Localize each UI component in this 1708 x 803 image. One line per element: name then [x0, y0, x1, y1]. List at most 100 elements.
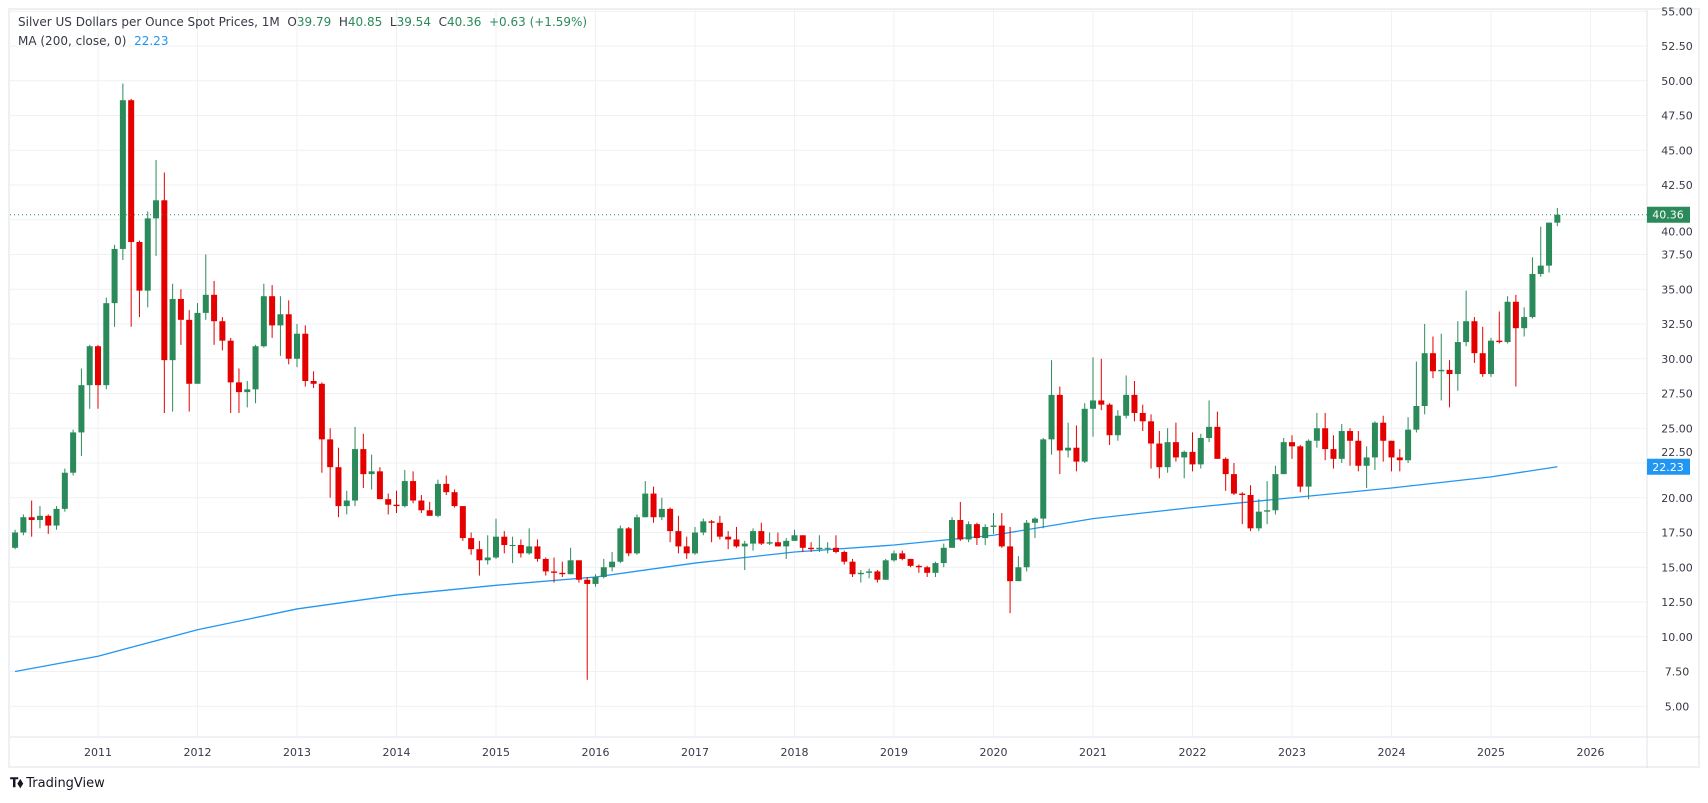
candle-body-down	[774, 542, 781, 547]
candle-body-down	[1247, 494, 1254, 529]
candle-body-down	[476, 549, 483, 561]
candle-body-up	[509, 545, 516, 547]
candle-body-up	[816, 547, 823, 550]
candle-body-down	[235, 382, 242, 393]
candle-body-down	[1355, 440, 1362, 466]
candle-body-up	[783, 540, 790, 547]
candle-body-down	[957, 519, 964, 540]
candle-body-down	[410, 481, 417, 501]
candle-body-down	[973, 524, 980, 539]
candle-body-up	[1015, 567, 1022, 582]
price-tick-label: 42.50	[1661, 179, 1693, 192]
price-tick-label: 45.00	[1661, 144, 1693, 157]
candle-body-up	[592, 576, 599, 584]
candle-body-down	[1214, 426, 1221, 459]
candle-body-down	[799, 535, 806, 548]
candle-body-down	[667, 508, 674, 532]
candle-body-up	[1546, 222, 1553, 266]
candle-body-up	[1206, 426, 1213, 438]
candle-body-down	[1139, 412, 1146, 422]
ma-legend[interactable]: MA (200, close, 0) 22.23	[18, 34, 168, 48]
candle-body-down	[227, 340, 234, 383]
candle-body-up	[700, 521, 707, 533]
candle-body-down	[327, 439, 334, 468]
candle-body-down	[211, 294, 218, 322]
candle-body-up	[642, 493, 649, 518]
candle-body-up	[1031, 518, 1038, 523]
candle-body-down	[575, 560, 582, 580]
candle-body-up	[1040, 439, 1047, 519]
candle-body-down	[443, 483, 450, 493]
candle-body-down	[915, 565, 922, 568]
candle-body-up	[12, 532, 19, 548]
price-tick-label: 47.50	[1661, 110, 1693, 123]
candle-body-down	[1512, 301, 1519, 329]
price-tick-label: 25.00	[1661, 422, 1693, 435]
candle-body-up	[111, 248, 118, 304]
time-tick-label: 2021	[1079, 746, 1107, 759]
time-tick-label: 2012	[184, 746, 212, 759]
candle-body-up	[1438, 369, 1445, 372]
candle-body-up	[1529, 273, 1536, 318]
candle-body-up	[1521, 317, 1528, 329]
candle-body-up	[1123, 394, 1130, 416]
time-tick-label: 2023	[1278, 746, 1306, 759]
candle-body-down	[725, 536, 732, 540]
candle-body-up	[434, 483, 441, 516]
candle-body-up	[1405, 429, 1412, 461]
candle-body-up	[368, 471, 375, 475]
candle-body-down	[1239, 493, 1246, 495]
candle-body-down	[1322, 428, 1329, 450]
candle-body-up	[600, 567, 607, 577]
time-tick-label: 2015	[482, 746, 510, 759]
candle-body-down	[832, 547, 839, 552]
candle-body-down	[468, 538, 475, 550]
candle-body-down	[1148, 421, 1155, 444]
candle-body-down	[1172, 442, 1179, 458]
tradingview-logo-icon: 𝐓⬧	[10, 776, 23, 791]
price-tick-label: 7.50	[1665, 666, 1690, 679]
candle-body-up	[119, 100, 126, 249]
candle-body-up	[144, 218, 151, 291]
candle-body-down	[1007, 546, 1014, 582]
candle-body-up	[741, 543, 748, 547]
candle-body-up	[567, 560, 574, 575]
candle-body-up	[1197, 437, 1204, 465]
candle-body-up	[609, 561, 616, 568]
candle-body-up	[1090, 400, 1096, 409]
candle-body-down	[285, 314, 292, 359]
ma-value: 22.23	[134, 34, 169, 48]
candle-body-down	[45, 515, 52, 526]
candle-body-down	[385, 499, 392, 505]
candle-body-up	[1181, 451, 1188, 458]
candle-body-down	[186, 319, 193, 384]
time-tick-label: 2025	[1477, 746, 1505, 759]
candle-body-down	[874, 571, 881, 580]
candle-body-up	[277, 314, 284, 326]
candle-body-up	[1338, 431, 1345, 459]
candle-body-down	[899, 553, 906, 559]
candle-body-up	[36, 515, 43, 520]
price-tick-label: 27.50	[1661, 388, 1693, 401]
high-value: 40.85	[347, 15, 383, 29]
candle-body-down	[136, 241, 143, 291]
candle-body-down	[1222, 458, 1229, 475]
high-label: H	[338, 15, 348, 29]
candle-body-down	[1388, 440, 1395, 458]
candle-body-down	[161, 200, 168, 361]
candle-body-down	[451, 492, 458, 507]
close-label: C	[438, 15, 447, 29]
candle-body-down	[1230, 474, 1237, 494]
candle-body-up	[932, 563, 939, 573]
candle-body-down	[716, 522, 723, 537]
price-tick-label: 55.00	[1661, 5, 1693, 18]
price-tick-label: 40.00	[1661, 226, 1693, 239]
candle-body-down	[302, 333, 309, 381]
tradingview-logo[interactable]: 𝐓⬧ TradingView	[10, 776, 105, 791]
change-value: +0.63 (+1.59%)	[488, 15, 588, 29]
candle-body-up	[1264, 510, 1271, 512]
candle-body-up	[153, 200, 160, 219]
time-tick-label: 2014	[383, 746, 411, 759]
price-tick-label: 32.50	[1661, 318, 1693, 331]
